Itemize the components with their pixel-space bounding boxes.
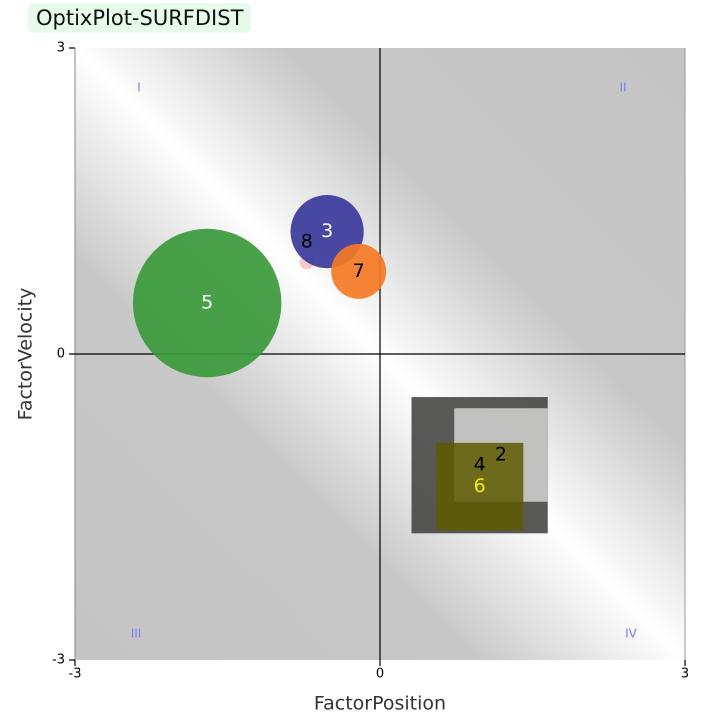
y-tick-label: 3 xyxy=(57,41,65,56)
square-marker xyxy=(435,442,524,531)
point-label: 7 xyxy=(353,260,365,282)
bubble xyxy=(331,243,387,299)
plot-area xyxy=(75,48,685,660)
point-label: 3 xyxy=(321,220,333,242)
bubble xyxy=(299,255,314,270)
point-label: 6 xyxy=(474,475,486,497)
bubble xyxy=(290,195,364,269)
point-label: 5 xyxy=(201,292,213,314)
quadrant-label: I xyxy=(137,81,141,95)
square-marker xyxy=(411,397,548,534)
y-tick-label: 0 xyxy=(57,347,65,362)
y-axis-label: FactorVelocity xyxy=(15,288,37,421)
square-marker xyxy=(454,408,548,502)
quadrant-label: IV xyxy=(625,627,638,641)
x-tick-label: 0 xyxy=(376,667,384,682)
x-axis-label: FactorPosition xyxy=(314,693,446,715)
x-tick-label: 3 xyxy=(681,667,689,682)
y-tick-label: -3 xyxy=(52,653,65,668)
point-label: 8 xyxy=(301,231,313,253)
chart-title: OptixPlot-SURFDIST xyxy=(28,3,252,33)
bubble xyxy=(132,228,282,378)
quadrant-label: III xyxy=(131,627,142,641)
quadrant-label: II xyxy=(619,81,626,95)
point-label: 4 xyxy=(474,454,486,476)
x-tick-label: -3 xyxy=(69,667,82,682)
point-label: 2 xyxy=(495,443,507,465)
